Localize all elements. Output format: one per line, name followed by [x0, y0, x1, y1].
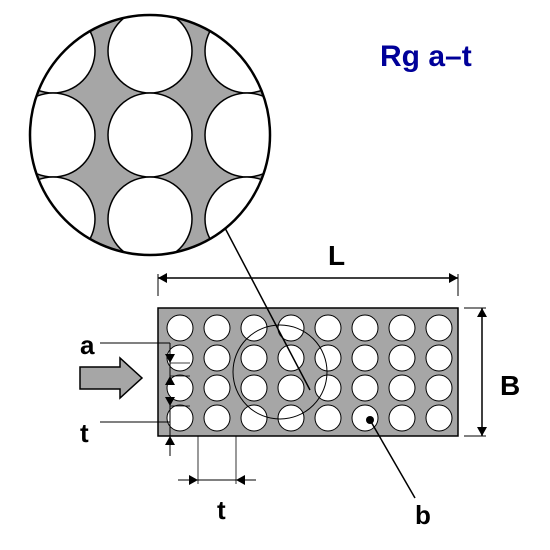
diagram-canvas: Rg a–t L B a t t b — [0, 0, 550, 550]
label-t-bottom: t — [217, 495, 226, 526]
label-L: L — [328, 240, 345, 272]
diagram-svg — [0, 0, 550, 550]
title-text: Rg a–t — [380, 40, 472, 74]
label-a: a — [80, 330, 94, 361]
label-b: b — [415, 500, 431, 531]
label-B: B — [500, 370, 520, 402]
label-t-left: t — [80, 418, 89, 449]
